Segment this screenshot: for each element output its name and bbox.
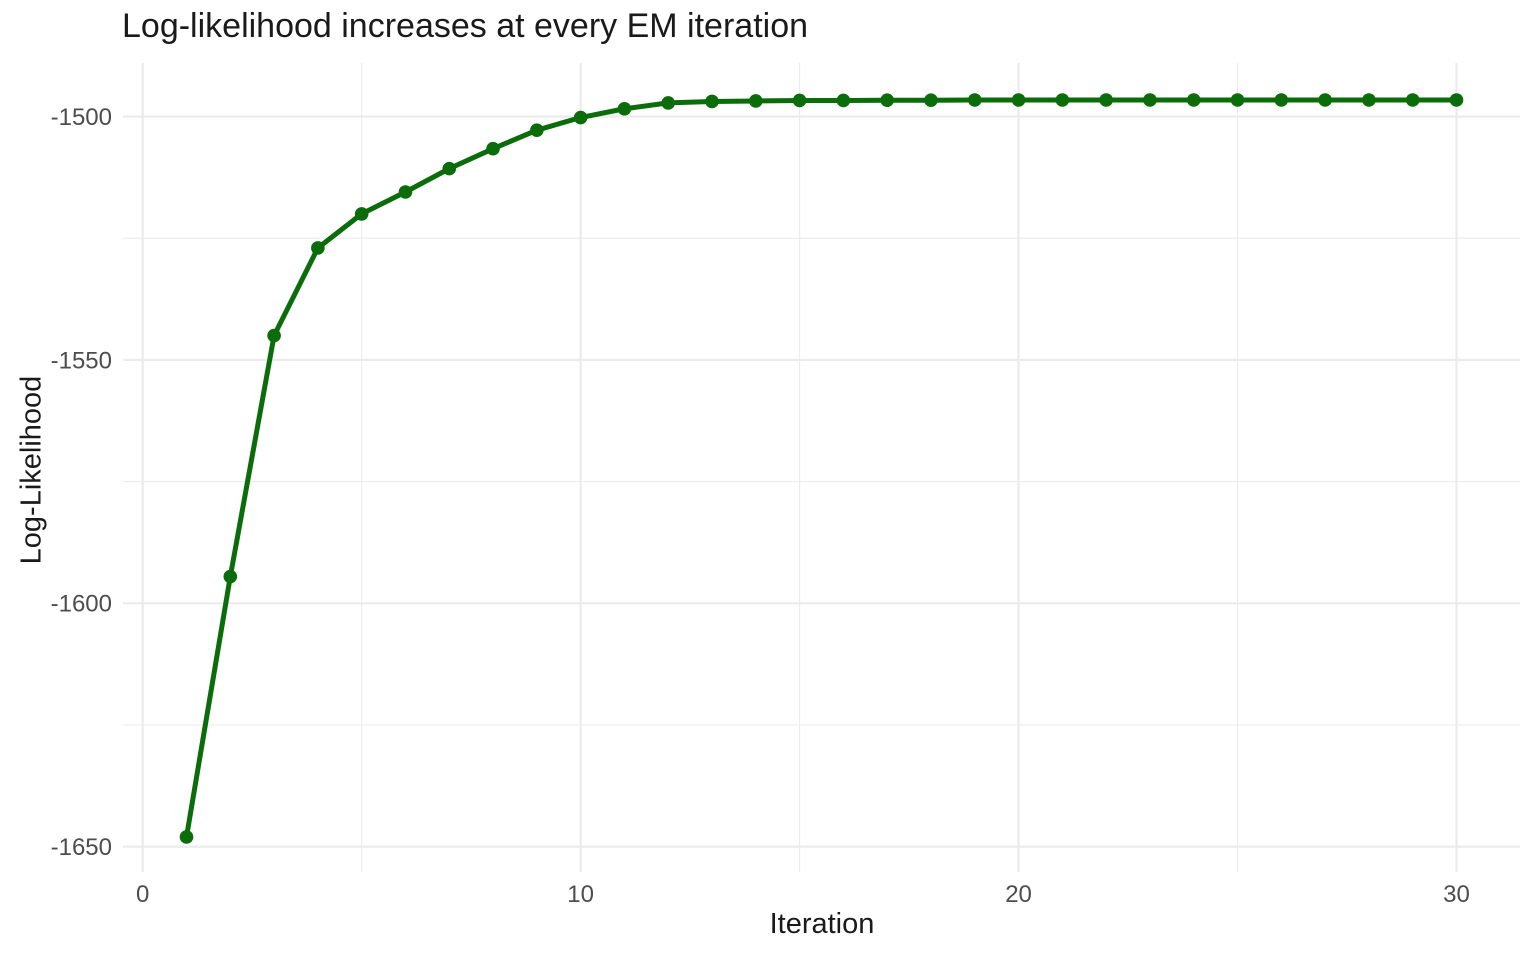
y-tick-label: -1650 <box>51 834 112 861</box>
data-point <box>311 241 325 255</box>
x-tick-label: 20 <box>1005 881 1032 908</box>
data-point <box>924 93 938 108</box>
y-tick-label: -1550 <box>51 347 112 374</box>
data-point <box>442 161 457 176</box>
data-point <box>1274 93 1289 107</box>
data-point <box>1099 93 1113 107</box>
x-axis-title: Iteration <box>769 908 875 940</box>
data-point <box>967 93 982 107</box>
data-point <box>1405 93 1420 107</box>
x-tick-label: 10 <box>567 881 594 908</box>
series-line <box>184 97 1459 840</box>
data-point <box>661 96 676 110</box>
data-point <box>1449 93 1464 107</box>
data-point <box>530 123 544 137</box>
y-tick-label: -1600 <box>51 591 112 618</box>
data-point <box>354 207 369 221</box>
data-point <box>617 101 632 116</box>
data-point <box>880 93 894 108</box>
data-point <box>398 185 413 199</box>
chart-title: Log-likelihood increases at every EM ite… <box>122 7 809 45</box>
data-point <box>705 94 719 109</box>
data-point <box>1011 93 1026 107</box>
data-point <box>1143 93 1157 107</box>
y-tick-label: -1500 <box>51 104 112 131</box>
data-point <box>223 569 238 584</box>
x-tick-label: 0 <box>136 881 149 908</box>
data-point <box>1186 93 1201 107</box>
data-point <box>486 141 500 156</box>
data-point <box>179 830 194 844</box>
data-point <box>1362 93 1376 107</box>
data-point <box>573 110 588 125</box>
data-point <box>1055 93 1070 107</box>
data-point <box>749 94 763 108</box>
x-tick-label: 30 <box>1443 881 1470 908</box>
data-point <box>267 328 281 343</box>
y-axis-title: Log-Likelihood <box>15 375 48 565</box>
data-point <box>836 93 851 108</box>
data-point <box>1318 93 1332 107</box>
data-point <box>792 93 807 108</box>
data-point <box>1230 93 1245 107</box>
